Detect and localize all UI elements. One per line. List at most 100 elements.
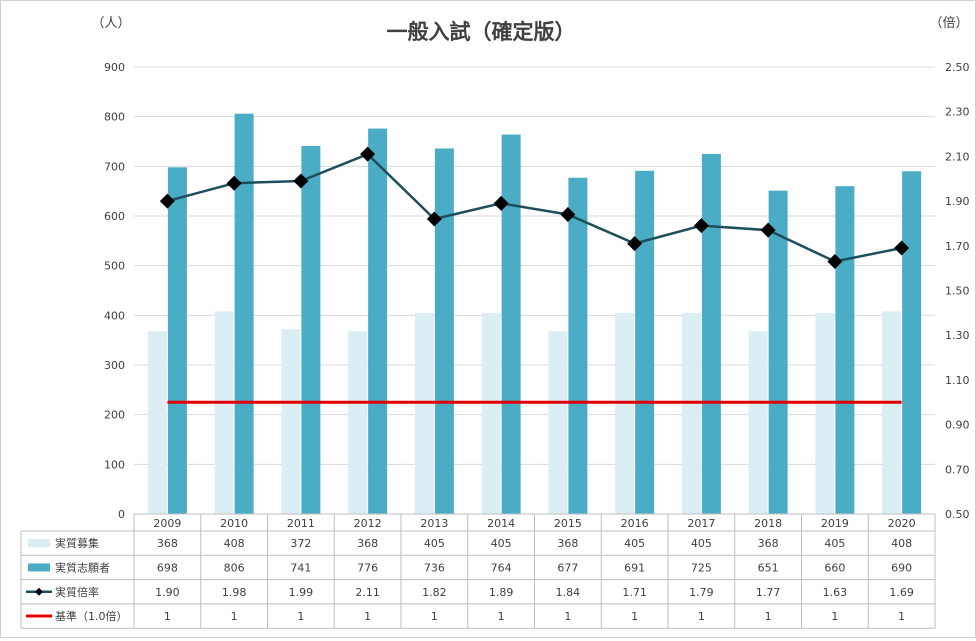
x-tick-label: 2012 xyxy=(354,517,382,530)
table-cell: 2.11 xyxy=(355,586,380,599)
bar-applicants xyxy=(768,190,788,515)
y-axis-right-unit: （倍） xyxy=(929,16,968,31)
table-cell: 1.90 xyxy=(155,586,180,599)
table-cell: 1.63 xyxy=(823,586,848,599)
legend-label: 実質倍率 xyxy=(55,585,99,599)
table-cell: 1.82 xyxy=(422,586,447,599)
ratio-marker xyxy=(760,222,776,238)
y-right-tick-label: 1.90 xyxy=(945,195,970,208)
table-cell: 651 xyxy=(758,561,779,574)
bar-recruit xyxy=(548,331,568,514)
bar-applicants xyxy=(902,171,922,515)
legend-key xyxy=(28,563,50,572)
x-tick-label: 2018 xyxy=(754,517,782,530)
table-cell: 1.71 xyxy=(622,586,647,599)
bar-recruit xyxy=(615,312,635,514)
bar-applicants xyxy=(301,145,321,514)
bar-applicants xyxy=(434,148,454,514)
x-tick-label: 2013 xyxy=(420,517,448,530)
table-cell: 1 xyxy=(231,610,238,623)
ratio-marker xyxy=(293,173,309,189)
bar-recruit xyxy=(414,312,434,514)
y-right-tick-label: 1.10 xyxy=(945,374,970,387)
table-cell: 368 xyxy=(557,537,578,550)
table-cell: 764 xyxy=(491,561,512,574)
table-cell: 1 xyxy=(765,610,772,623)
y-right-tick-label: 2.30 xyxy=(945,106,970,119)
x-tick-label: 2016 xyxy=(621,517,649,530)
table-cell: 725 xyxy=(691,561,712,574)
y-left-tick-label: 800 xyxy=(104,111,125,124)
bar-recruit xyxy=(882,311,902,514)
table-cell: 776 xyxy=(357,561,378,574)
ratio-marker xyxy=(226,175,242,191)
y-right-tick-label: 0.70 xyxy=(945,463,970,476)
table-cell: 691 xyxy=(624,561,645,574)
table-cell: 1 xyxy=(631,610,638,623)
table-cell: 741 xyxy=(290,561,311,574)
table-cell: 408 xyxy=(224,537,245,550)
table-cell: 1 xyxy=(698,610,705,623)
y-left-tick-label: 300 xyxy=(104,359,125,372)
x-tick-label: 2015 xyxy=(554,517,582,530)
table-cell: 408 xyxy=(891,537,912,550)
table-cell: 1.99 xyxy=(289,586,314,599)
table-cell: 405 xyxy=(824,537,845,550)
legend-label: 実質募集 xyxy=(55,536,99,550)
y-right-tick-label: 1.50 xyxy=(945,285,970,298)
bar-applicants xyxy=(635,170,655,514)
ratio-marker xyxy=(693,218,709,234)
x-tick-label: 2010 xyxy=(220,517,248,530)
y-left-tick-label: 600 xyxy=(104,210,125,223)
ratio-marker xyxy=(560,207,576,223)
legend-key-marker xyxy=(35,587,43,596)
table-cell: 1 xyxy=(498,610,505,623)
ratio-marker xyxy=(426,211,442,227)
y-right-tick-label: 1.70 xyxy=(945,240,970,253)
ratio-line xyxy=(167,152,902,263)
bar-recruit xyxy=(348,331,368,514)
bar-applicants xyxy=(234,113,254,514)
table-cell: 1.84 xyxy=(556,586,581,599)
table-cell: 806 xyxy=(224,561,245,574)
table-cell: 1 xyxy=(297,610,304,623)
bar-applicants xyxy=(167,167,187,514)
ratio-marker xyxy=(493,195,509,211)
table-cell: 1 xyxy=(364,610,371,623)
ratio-marker xyxy=(627,236,643,252)
bar-recruit xyxy=(214,311,234,514)
y-right-tick-label: 1.30 xyxy=(945,329,970,342)
y-left-tick-label: 0 xyxy=(118,508,125,521)
table-cell: 368 xyxy=(758,537,779,550)
x-tick-label: 2011 xyxy=(287,517,315,530)
y-left-tick-label: 500 xyxy=(104,260,125,273)
bar-recruit xyxy=(481,312,501,514)
x-tick-label: 2020 xyxy=(888,517,916,530)
y-right-tick-label: 0.90 xyxy=(945,419,970,432)
chart-title: 一般入試（確定版） xyxy=(387,20,576,44)
table-cell: 405 xyxy=(424,537,445,550)
y-left-tick-label: 900 xyxy=(104,61,125,74)
table-cell: 372 xyxy=(290,537,311,550)
y-axis-left-unit: （人） xyxy=(91,16,130,31)
table-cell: 1.89 xyxy=(489,586,514,599)
x-tick-label: 2009 xyxy=(153,517,181,530)
ratio-marker xyxy=(360,146,376,162)
table-cell: 1 xyxy=(831,610,838,623)
y-left-tick-label: 400 xyxy=(104,309,125,322)
table-cell: 1.98 xyxy=(222,586,247,599)
bar-recruit xyxy=(281,329,301,514)
legend-key xyxy=(28,539,50,548)
y-right-tick-label: 2.10 xyxy=(945,150,970,163)
table-cell: 368 xyxy=(357,537,378,550)
bar-recruit xyxy=(147,331,167,514)
bar-applicants xyxy=(501,134,521,514)
bar-applicants xyxy=(701,153,721,514)
table-cell: 1 xyxy=(898,610,905,623)
table-cell: 660 xyxy=(824,561,845,574)
ratio-marker xyxy=(159,193,175,209)
ratio-marker xyxy=(827,253,843,269)
x-tick-label: 2014 xyxy=(487,517,515,530)
table-cell: 405 xyxy=(624,537,645,550)
